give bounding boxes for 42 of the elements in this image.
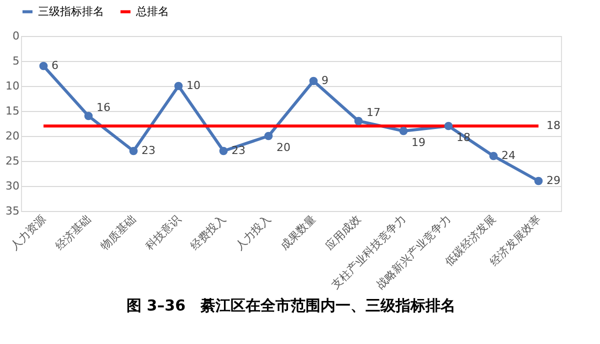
data-label: 17 (366, 106, 380, 119)
data-label: 20 (276, 141, 290, 154)
data-label: 6 (52, 59, 58, 72)
x-tick-label: 经费投入 (188, 212, 228, 253)
data-label: 16 (96, 101, 110, 114)
legend-label: 总排名 (135, 4, 169, 18)
x-tick-label: 经济基础 (52, 212, 94, 253)
point (489, 152, 498, 160)
data-label: 23 (232, 144, 246, 157)
point (264, 132, 273, 140)
point (174, 82, 183, 90)
x-tick-label: 成果数量 (278, 212, 318, 253)
data-label: 10 (186, 79, 200, 92)
x-tick-label: 人力投入 (232, 212, 274, 253)
point (129, 146, 138, 156)
y-tick-label: 10 (6, 80, 20, 92)
y-tick-label: 30 (6, 180, 20, 192)
point (39, 62, 48, 70)
point (444, 122, 453, 130)
y-tick-label: 15 (6, 104, 20, 118)
legend-label: 三级指标排名 (38, 4, 104, 18)
y-tick-label: 25 (6, 154, 20, 168)
y-tick-label: 20 (6, 130, 20, 142)
point (399, 126, 408, 136)
x-tick-label: 应用成效 (322, 212, 364, 253)
point (219, 146, 228, 156)
data-label: 19 (412, 136, 426, 149)
point (309, 76, 318, 86)
data-label: 18 (546, 119, 560, 132)
data-label: 24 (502, 149, 516, 162)
x-tick-label: 科技意识 (142, 212, 184, 253)
y-tick-label: 0 (12, 30, 20, 42)
y-tick-label: 5 (12, 54, 20, 68)
data-label: 29 (546, 174, 560, 187)
data-label: 9 (322, 74, 328, 87)
y-tick-label: 35 (6, 204, 20, 218)
point (534, 176, 543, 186)
point (84, 112, 93, 120)
text: 图 3–36 綦江区在全市范围内一、三级指标排名 (126, 296, 456, 315)
x-tick-label: 物质基础 (98, 212, 138, 253)
data-label: 23 (142, 144, 156, 157)
point (354, 116, 363, 126)
